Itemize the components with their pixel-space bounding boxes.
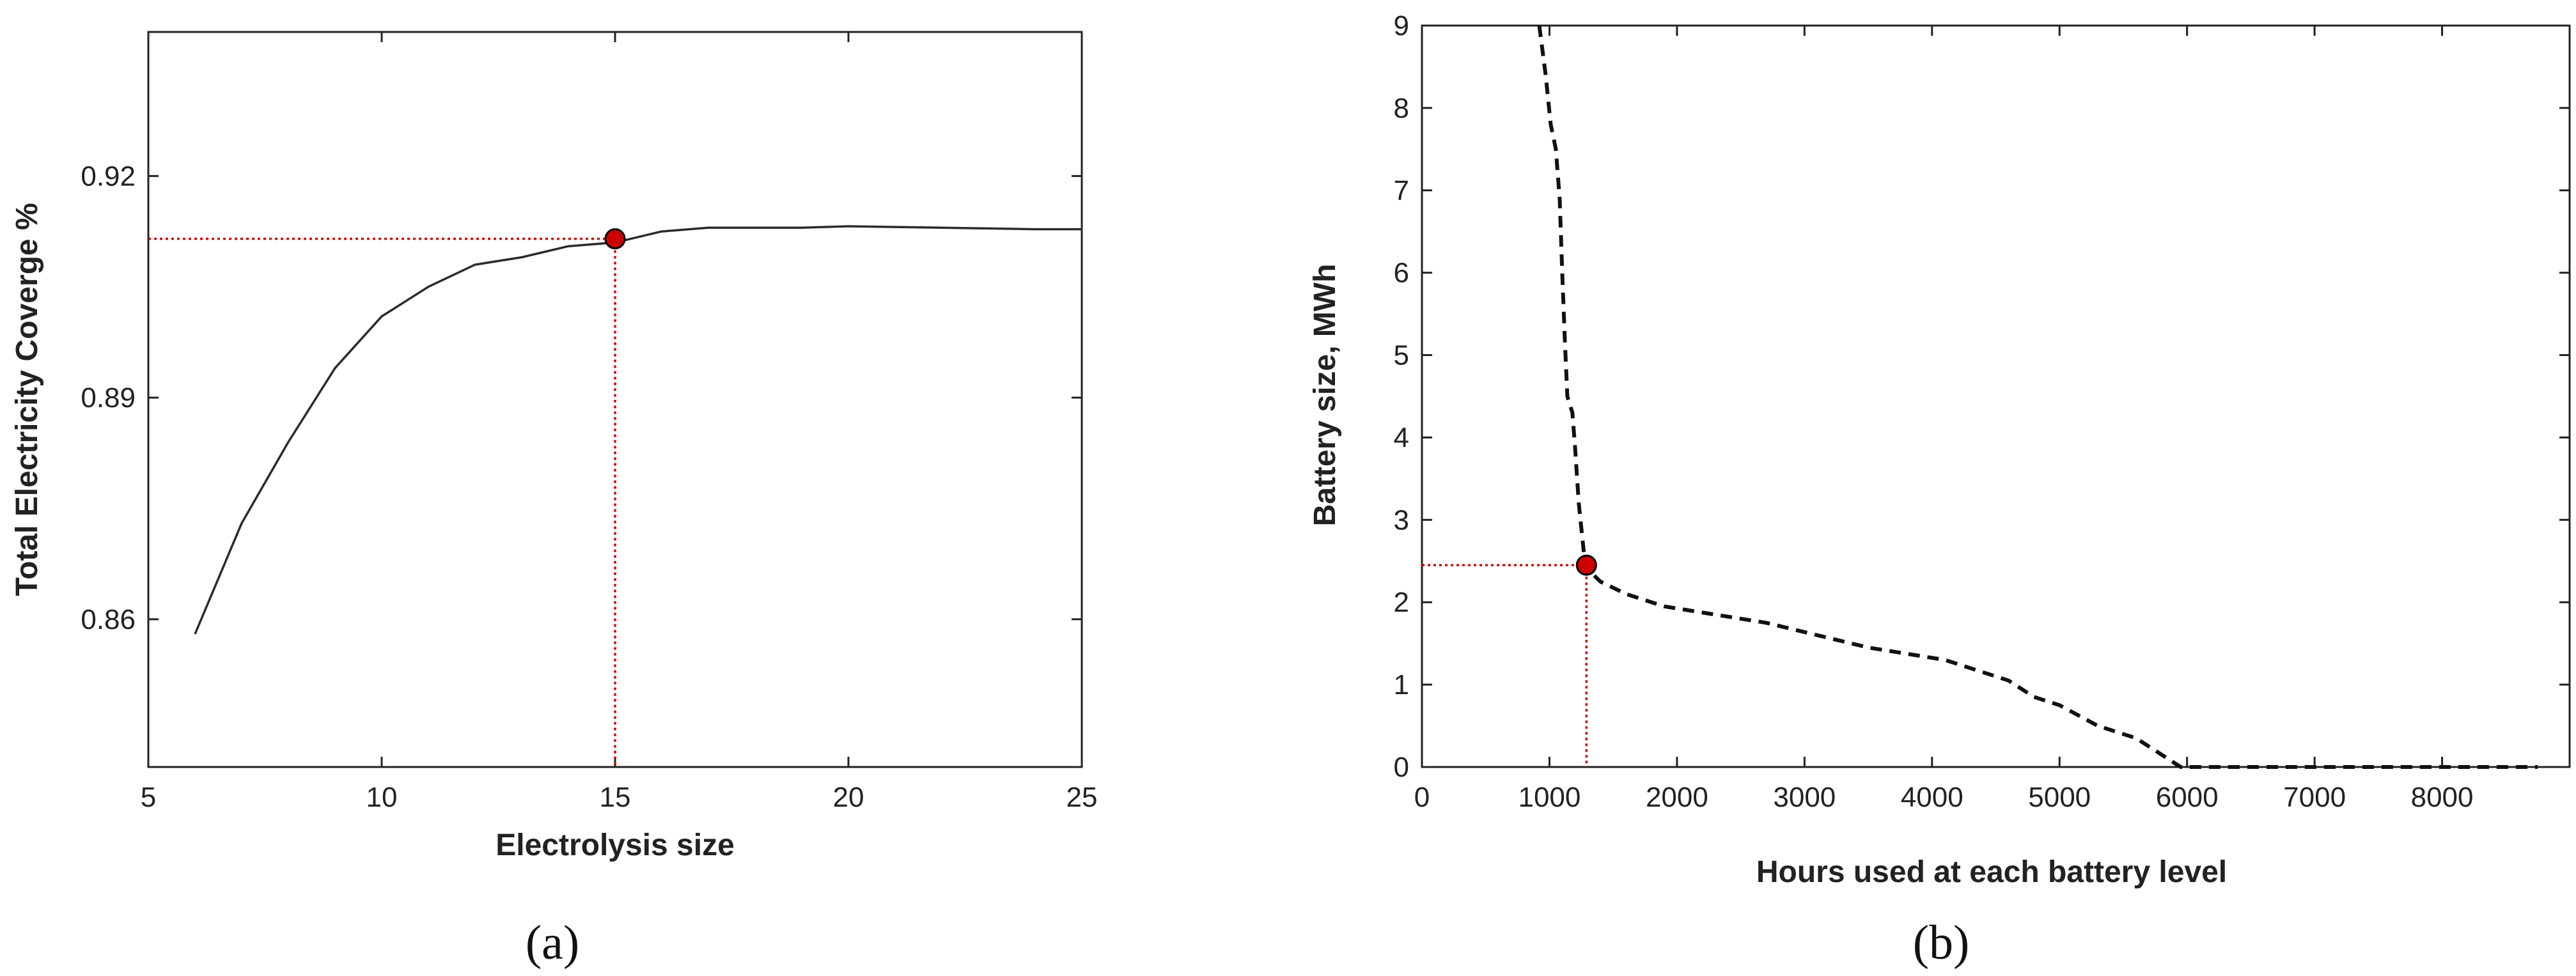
x-tick-label: 4000 [1901,782,1963,813]
highlight-marker [1575,554,1597,576]
highlight-guide-lines [1422,564,1588,767]
x-tick-label: 3000 [1773,782,1836,813]
y-axis-label: Battery size, MWh [1308,264,1342,527]
x-tick-label: 5 [141,782,156,813]
x-tick-label: 0 [1414,782,1430,813]
x-ticks: 0 1000 2000 3000 4000 5000 6000 7000 8000 [1414,26,2474,813]
y-tick-label: 5 [1394,340,1409,371]
x-tick-label: 8000 [2411,782,2474,813]
chart-panel-b: 0 1 2 3 4 5 6 7 8 9 0 1000 2000 3000 4000 5000 6000 7000… [1308,10,2571,970]
panel-caption: (a) [526,916,579,970]
y-tick-label: 4 [1394,422,1409,453]
series-line [194,225,1082,635]
series [194,225,1082,635]
highlight-point [604,228,626,250]
y-tick-label: 1 [1394,669,1409,701]
y-tick-label: 0 [1394,752,1409,783]
y-tick-label: 0.86 [81,604,136,635]
y-ticks: 0 1 2 3 4 5 6 7 8 9 [1394,10,2570,783]
chart-panel-a: 0.86 0.89 0.92 5 10 15 20 25 Electrolysis size… [10,31,1098,970]
y-ticks: 0.86 0.89 0.92 [81,160,1082,635]
y-tick-label: 2 [1394,587,1409,618]
y-tick-label: 0.89 [81,382,136,414]
x-tick-label: 6000 [2156,782,2219,813]
y-tick-label: 8 [1394,93,1409,124]
x-tick-label: 25 [1066,782,1098,813]
plot-area-frame [147,31,1083,768]
y-tick-label: 6 [1394,258,1409,289]
x-tick-label: 10 [366,782,398,813]
y-axis-label: Total Electricity Coverge % [10,203,44,596]
x-axis-label: Hours used at each battery level [1756,855,2227,889]
x-tick-label: 7000 [2283,782,2346,813]
x-axis-label: Electrolysis size [496,828,735,862]
series-line [1537,25,2538,769]
highlight-marker [604,228,626,250]
y-tick-label: 7 [1394,175,1409,206]
x-tick-label: 5000 [2028,782,2091,813]
highlight-point [1575,554,1597,576]
highlight-guide-lines [148,237,616,767]
y-tick-label: 0.92 [81,160,136,192]
x-ticks: 5 10 15 20 25 [141,32,1098,813]
x-tick-label: 20 [833,782,864,813]
y-tick-label: 3 [1394,504,1409,536]
y-tick-label: 9 [1394,10,1409,42]
plot-area-frame [1421,24,2571,768]
x-tick-label: 15 [600,782,631,813]
series [1537,25,2538,769]
x-tick-label: 2000 [1646,782,1708,813]
x-tick-label: 1000 [1518,782,1581,813]
panel-caption: (b) [1913,916,1970,970]
